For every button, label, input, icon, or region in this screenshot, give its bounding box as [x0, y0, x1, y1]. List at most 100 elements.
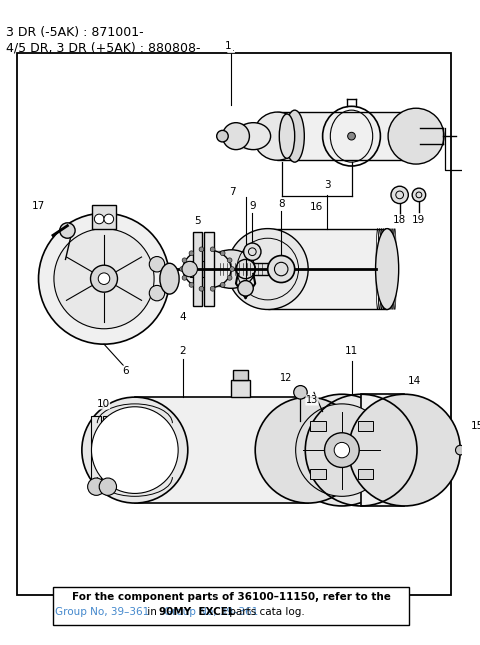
Bar: [207, 250, 231, 288]
Circle shape: [182, 258, 187, 263]
Bar: [190, 261, 207, 277]
Circle shape: [149, 286, 165, 301]
Text: 11: 11: [345, 346, 358, 356]
Circle shape: [227, 275, 232, 280]
Circle shape: [286, 394, 398, 506]
Bar: [17, 54, 451, 595]
Circle shape: [199, 286, 204, 291]
Text: 12: 12: [280, 373, 292, 383]
Text: in: in: [144, 607, 161, 617]
Text: Group No, 39–361: Group No, 39–361: [164, 607, 258, 617]
Circle shape: [95, 214, 104, 224]
Circle shape: [334, 442, 349, 458]
Text: 16: 16: [310, 203, 324, 212]
Circle shape: [296, 404, 388, 496]
Text: 1: 1: [228, 43, 234, 52]
Circle shape: [268, 255, 295, 283]
Ellipse shape: [92, 407, 178, 493]
Circle shape: [99, 478, 117, 495]
Ellipse shape: [82, 397, 188, 503]
Circle shape: [60, 223, 75, 238]
Circle shape: [216, 130, 228, 142]
Text: 5: 5: [194, 216, 201, 226]
Circle shape: [189, 251, 194, 255]
Circle shape: [456, 445, 465, 455]
Ellipse shape: [388, 108, 444, 164]
Circle shape: [88, 478, 105, 495]
Bar: [231, 380, 251, 397]
Text: parts cata log.: parts cata log.: [226, 607, 305, 617]
Circle shape: [98, 273, 110, 284]
Circle shape: [38, 213, 169, 344]
Circle shape: [54, 228, 154, 329]
Bar: [115, 417, 124, 484]
Circle shape: [220, 283, 225, 287]
Ellipse shape: [285, 110, 304, 162]
Circle shape: [210, 286, 215, 291]
Bar: [92, 417, 101, 484]
Circle shape: [104, 214, 114, 224]
Circle shape: [391, 186, 408, 204]
Circle shape: [238, 281, 253, 296]
Bar: [277, 112, 416, 160]
Bar: [311, 469, 326, 479]
Text: 3: 3: [324, 180, 331, 190]
Text: 10: 10: [96, 399, 109, 409]
Text: For the component parts of 36100–11150, refer to the: For the component parts of 36100–11150, …: [72, 593, 391, 602]
Bar: [358, 469, 373, 479]
Text: 19: 19: [412, 215, 426, 225]
Ellipse shape: [236, 123, 271, 150]
Bar: [103, 417, 113, 484]
Ellipse shape: [182, 261, 197, 277]
Bar: [53, 587, 409, 626]
Text: 13: 13: [306, 395, 318, 405]
Circle shape: [227, 258, 232, 263]
Circle shape: [244, 243, 261, 261]
Bar: [236, 123, 271, 150]
Circle shape: [91, 265, 118, 292]
Text: 9: 9: [249, 201, 256, 212]
Ellipse shape: [160, 263, 179, 294]
Ellipse shape: [375, 228, 399, 310]
Ellipse shape: [348, 394, 460, 506]
Ellipse shape: [222, 123, 250, 150]
Ellipse shape: [279, 114, 295, 158]
Ellipse shape: [227, 228, 308, 310]
Bar: [361, 394, 405, 506]
Text: 1: 1: [225, 41, 231, 50]
Circle shape: [220, 251, 225, 255]
Text: 7: 7: [229, 187, 235, 197]
Text: 90MY  EXCEL: 90MY EXCEL: [159, 607, 234, 617]
Bar: [93, 204, 116, 228]
Text: 3 DR (-5AK) : 871001-: 3 DR (-5AK) : 871001-: [6, 26, 144, 39]
Bar: [311, 421, 326, 431]
Text: 15: 15: [471, 421, 480, 431]
Ellipse shape: [253, 112, 301, 160]
Circle shape: [149, 257, 165, 272]
Circle shape: [294, 386, 307, 399]
Bar: [204, 232, 214, 306]
Bar: [192, 232, 202, 306]
Text: 2: 2: [180, 346, 186, 356]
Circle shape: [180, 266, 184, 272]
Text: 4/5 DR, 3 DR (+5AK) : 880808-: 4/5 DR, 3 DR (+5AK) : 880808-: [6, 42, 200, 55]
Bar: [135, 397, 308, 503]
Text: 14: 14: [408, 376, 421, 386]
Text: Group No, 39–361: Group No, 39–361: [55, 607, 149, 617]
Bar: [233, 370, 249, 380]
Text: 8: 8: [278, 199, 285, 208]
Circle shape: [412, 188, 426, 202]
Text: 18: 18: [393, 215, 406, 225]
Circle shape: [182, 275, 187, 280]
Bar: [219, 263, 268, 275]
Ellipse shape: [207, 250, 255, 288]
Circle shape: [230, 266, 235, 272]
Circle shape: [189, 283, 194, 287]
Circle shape: [348, 132, 355, 140]
Circle shape: [324, 433, 359, 468]
Text: 6: 6: [122, 366, 129, 376]
Bar: [358, 421, 373, 431]
Bar: [268, 228, 387, 310]
Circle shape: [199, 247, 204, 252]
Circle shape: [210, 247, 215, 252]
